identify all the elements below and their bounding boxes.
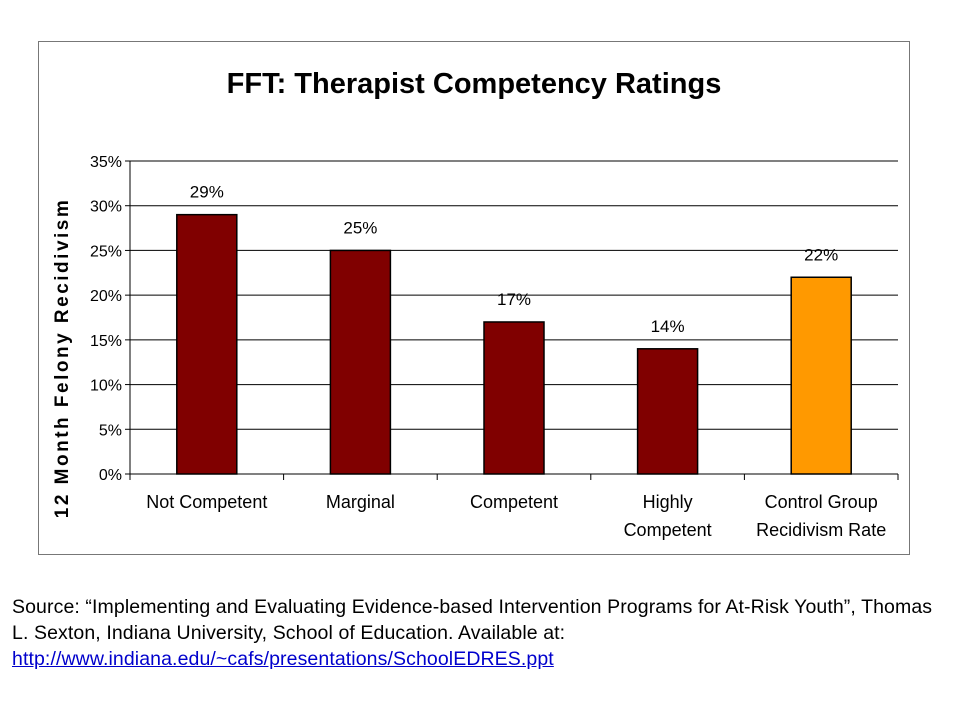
bar [329,249,392,475]
data-label: 14% [651,317,685,336]
x-tick-label: Not Competent [146,492,267,512]
y-tick-label: 25% [90,243,122,260]
source-text: Source: “Implementing and Evaluating Evi… [12,596,933,644]
chart-title: FFT: Therapist Competency Ratings [227,68,722,100]
y-axis-label: 12 Month Felony Recidivism [52,198,73,519]
bar [790,276,852,475]
y-tick-label: 35% [90,154,122,171]
source-citation: Source: “Implementing and Evaluating Evi… [12,594,952,672]
x-tick-label: Marginal [326,492,395,512]
bar-chart: FFT: Therapist Competency Ratings 12 Mon… [52,68,899,540]
data-label: 29% [190,183,224,202]
x-tick-label: Competent [470,492,558,512]
y-tick-label: 20% [90,288,122,305]
data-label: 25% [343,218,377,237]
y-tick-label: 30% [90,199,122,216]
y-tick-label: 10% [90,378,122,395]
x-tick-label: Highly Competent [624,492,712,540]
x-tick-label: Control Group Recidivism Rate [756,492,886,540]
data-label: 22% [804,245,838,264]
y-tick-label: 15% [90,333,122,350]
source-link[interactable]: http://www.indiana.edu/~cafs/presentatio… [12,648,554,670]
bar [636,348,699,475]
y-tick-label: 5% [99,422,122,439]
y-tick-label: 0% [99,467,122,484]
data-label: 17% [497,290,531,309]
bar [483,321,545,475]
bar [176,213,238,475]
